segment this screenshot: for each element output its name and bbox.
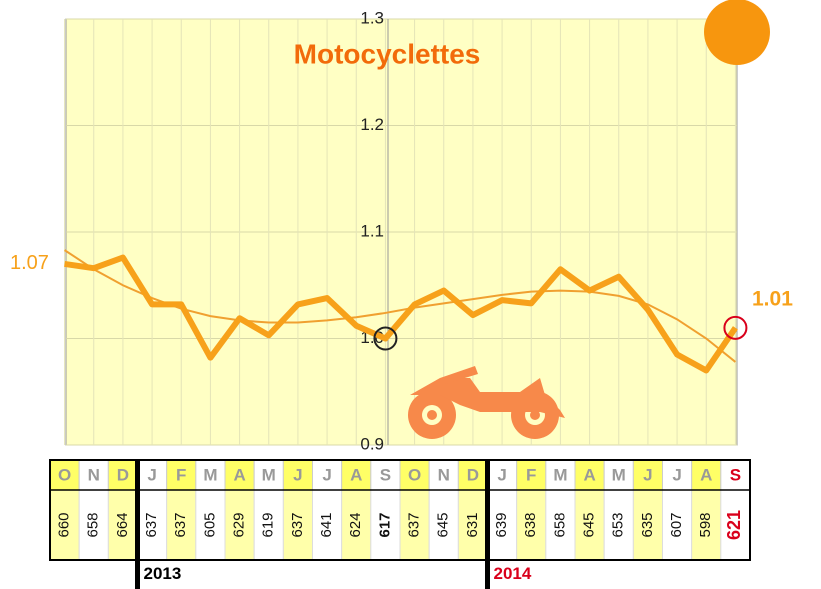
- highlight-circle: [373, 326, 398, 351]
- highlight-circle: [723, 315, 748, 340]
- count-label: 629: [231, 512, 248, 537]
- series-line: [64, 254, 738, 374]
- month-label: D: [467, 465, 479, 484]
- end-value-label: 1.01: [752, 287, 793, 310]
- month-label: J: [293, 465, 302, 484]
- count-label: 598: [697, 512, 714, 537]
- count-label: 639: [493, 512, 510, 537]
- month-label: F: [526, 465, 536, 484]
- month-label: J: [497, 465, 506, 484]
- month-label: A: [700, 465, 712, 484]
- count-label: 658: [551, 512, 568, 537]
- count-label: 653: [610, 512, 627, 537]
- count-label: 641: [318, 512, 335, 537]
- y-tick-label: 1.1: [360, 221, 384, 240]
- start-value-label: 1.07: [10, 252, 49, 274]
- count-cell: [632, 489, 663, 561]
- month-label: F: [176, 465, 186, 484]
- year-label: 2014: [494, 564, 532, 583]
- count-label: 658: [85, 512, 102, 537]
- month-label: O: [408, 465, 421, 484]
- month-label: O: [58, 465, 71, 484]
- y-tick-label: 1.3: [360, 8, 384, 27]
- month-cell: [399, 459, 430, 491]
- month-label: M: [612, 465, 626, 484]
- count-label: 621: [724, 510, 744, 540]
- count-label: 637: [143, 512, 160, 537]
- count-label: 624: [347, 512, 364, 537]
- count-cell: [166, 489, 197, 561]
- month-label: A: [350, 465, 362, 484]
- count-label: 637: [289, 512, 306, 537]
- month-cell: [691, 459, 722, 491]
- count-cell: [195, 489, 226, 561]
- grid: [64, 18, 737, 446]
- month-cell: [574, 459, 605, 491]
- data-table: O 660 N 658 D 664 J 637 2013 F 637 M 605 A 629 M 619 J 637…: [49, 459, 751, 589]
- month-label: J: [643, 465, 652, 484]
- count-label: 637: [406, 512, 423, 537]
- month-label: M: [553, 465, 567, 484]
- count-label: 631: [464, 512, 481, 537]
- count-cell: [603, 489, 634, 561]
- month-label: A: [233, 465, 245, 484]
- count-label: 607: [668, 512, 685, 537]
- year-label: 2013: [144, 564, 182, 583]
- count-label: 638: [522, 512, 539, 537]
- count-label: 664: [114, 512, 131, 537]
- month-cell: [487, 459, 518, 491]
- count-cell: [282, 489, 314, 561]
- sun: [704, 0, 770, 65]
- count-label: 645: [581, 512, 598, 537]
- count-label: 617: [376, 512, 393, 537]
- month-label: A: [583, 465, 595, 484]
- count-label: 619: [260, 512, 277, 537]
- count-cell: [49, 489, 80, 561]
- count-label: 605: [201, 512, 218, 537]
- count-label: 637: [172, 512, 189, 537]
- count-cell: [137, 489, 168, 561]
- y-tick-label: 1.2: [360, 115, 384, 134]
- month-label: D: [117, 465, 129, 484]
- month-label: J: [672, 465, 681, 484]
- month-label: S: [380, 465, 391, 484]
- month-cell: [166, 459, 197, 491]
- count-label: 660: [56, 512, 73, 537]
- chart-title: Motocyclettes: [294, 38, 481, 69]
- month-label: J: [147, 465, 156, 484]
- count-cell: [253, 489, 284, 561]
- count-cell: [662, 489, 693, 561]
- y-tick-label: 0.9: [360, 434, 384, 453]
- month-label: M: [203, 465, 217, 484]
- month-label: J: [322, 465, 331, 484]
- month-label: N: [438, 465, 450, 484]
- month-label: M: [262, 465, 276, 484]
- month-label: S: [730, 465, 741, 484]
- month-label: N: [88, 465, 100, 484]
- count-label: 635: [639, 512, 656, 537]
- count-label: 645: [435, 512, 452, 537]
- motorcycle-icon: [408, 366, 565, 439]
- table-border: [49, 459, 751, 561]
